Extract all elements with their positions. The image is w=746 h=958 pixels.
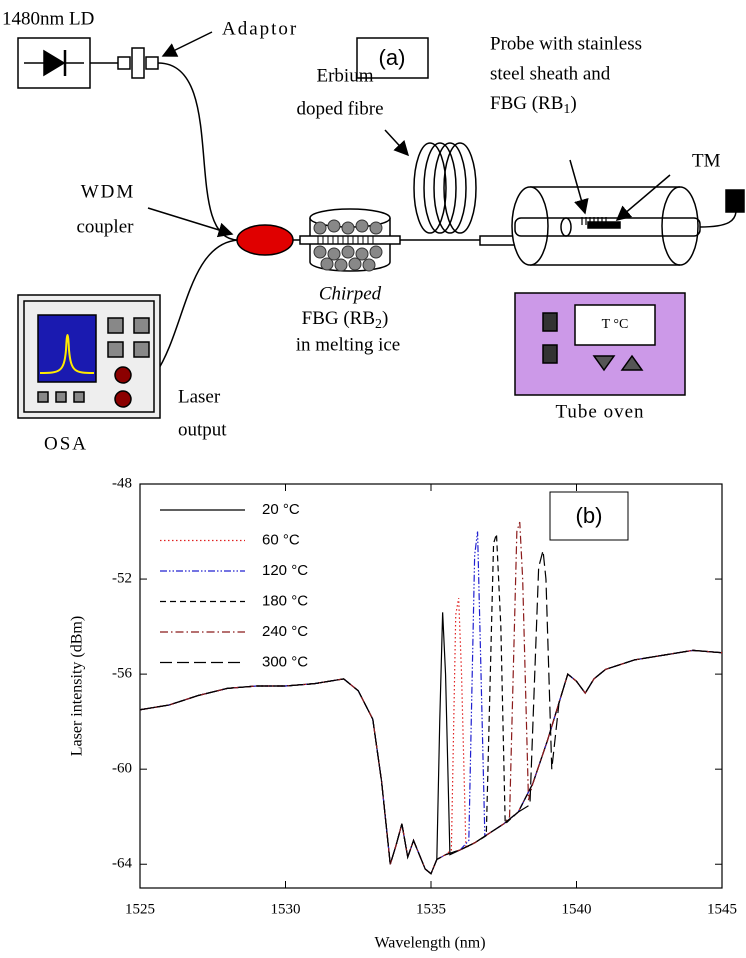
series-line	[139, 531, 723, 875]
annotation: (b)	[576, 503, 603, 528]
label: coupler	[77, 216, 135, 237]
fibre-coil	[433, 142, 467, 234]
fibre-coil	[423, 142, 457, 234]
arrow	[615, 174, 671, 221]
series-line	[139, 612, 723, 875]
panel-label: (a)	[379, 45, 406, 70]
osa-port	[114, 390, 132, 408]
label: Probe with stainless	[490, 33, 642, 54]
osa-trace	[39, 334, 95, 374]
arrow	[384, 129, 410, 157]
label: in melting ice	[296, 334, 400, 355]
button	[542, 312, 558, 332]
tube-end	[661, 186, 699, 266]
up-button	[620, 354, 644, 371]
y-axis-label: Laser intensity (dBm)	[69, 616, 86, 756]
annotation-box	[549, 491, 629, 541]
osa-key	[107, 341, 124, 358]
fibre-coil	[413, 142, 447, 234]
legend-label: 180 °C	[262, 592, 308, 609]
series-line	[139, 550, 723, 875]
y-tick-label: -64	[112, 856, 132, 872]
tm-cable	[699, 211, 737, 228]
y-tick-label: -60	[112, 761, 132, 777]
series-line	[139, 533, 723, 875]
oven-display	[574, 304, 656, 346]
osa-key	[73, 391, 85, 403]
y-tick-label: -52	[112, 570, 132, 586]
label: steel sheath and	[490, 63, 611, 84]
label: FBG (RB1)	[490, 93, 577, 117]
x-axis-label: Wavelength (nm)	[374, 935, 485, 952]
y-tick-label: -48	[112, 475, 132, 491]
tube-end	[511, 186, 549, 266]
x-tick-label: 1545	[707, 901, 737, 917]
arrow	[569, 159, 589, 215]
label: Laser	[178, 386, 221, 407]
label-part: FBG (RB	[302, 308, 375, 329]
legend-label: 300 °C	[262, 653, 308, 670]
diagram-labels: 1480nm LD Adaptor (a) Erbium doped fibre…	[2, 8, 721, 454]
legend-label: 60 °C	[262, 531, 300, 548]
arrow	[161, 31, 213, 57]
fbg-grating	[581, 217, 607, 225]
label: 1480nm LD	[2, 8, 94, 29]
label-box	[356, 37, 429, 79]
x-tick-label: 1540	[562, 901, 592, 917]
button	[542, 344, 558, 364]
label: OSA	[44, 433, 88, 454]
osa-key	[133, 341, 150, 358]
display-text: T °C	[602, 317, 629, 332]
y-tick-label: -56	[112, 666, 132, 682]
arrow	[147, 207, 234, 238]
label: Tube oven	[555, 401, 644, 422]
series-line	[139, 521, 723, 875]
setup-diagram	[17, 31, 745, 419]
label: FBG (RB2)	[302, 308, 389, 332]
label-part: )	[382, 308, 388, 329]
label: Erbium	[317, 65, 374, 86]
osa-key	[107, 317, 124, 334]
thermocouple	[587, 221, 621, 229]
ice-cubes	[313, 219, 383, 272]
osa-key	[133, 317, 150, 334]
x-tick-label: 1530	[271, 901, 301, 917]
label: output	[178, 419, 227, 440]
label-part: FBG (RB	[490, 93, 563, 114]
tube-ring	[560, 217, 572, 237]
label: TM	[692, 150, 721, 171]
tm-box	[725, 189, 745, 213]
series-line	[139, 597, 723, 875]
adaptor-part	[131, 47, 145, 79]
osa-inner	[23, 300, 155, 413]
fibre	[157, 62, 239, 241]
subscript: 2	[375, 317, 382, 332]
legend-label: 120 °C	[262, 562, 308, 579]
plot-frame	[139, 483, 723, 889]
adaptor-part	[145, 56, 159, 70]
down-button	[592, 355, 616, 372]
label: Chirped	[319, 283, 382, 304]
fibre-coil	[443, 142, 477, 234]
diode-symbol	[43, 49, 66, 77]
legend-label: 20 °C	[262, 501, 300, 518]
wdm-coupler	[236, 224, 294, 256]
grating-lines	[317, 236, 374, 244]
label: WDM	[81, 181, 136, 202]
x-tick-label: 1535	[416, 901, 446, 917]
osa-port	[114, 366, 132, 384]
subscript: 1	[563, 102, 570, 117]
spectrum-chart: Wavelength (nm) Laser intensity (dBm) (b…	[69, 475, 737, 951]
label-part: )	[570, 93, 576, 114]
chirped-fbg	[299, 235, 401, 245]
label: doped fibre	[296, 98, 383, 119]
x-tick-label: 1525	[125, 901, 155, 917]
adaptor-part	[117, 56, 131, 70]
osa-key	[37, 391, 49, 403]
legend-label: 240 °C	[262, 623, 308, 640]
osa-key	[55, 391, 67, 403]
label: Adaptor	[222, 18, 298, 39]
